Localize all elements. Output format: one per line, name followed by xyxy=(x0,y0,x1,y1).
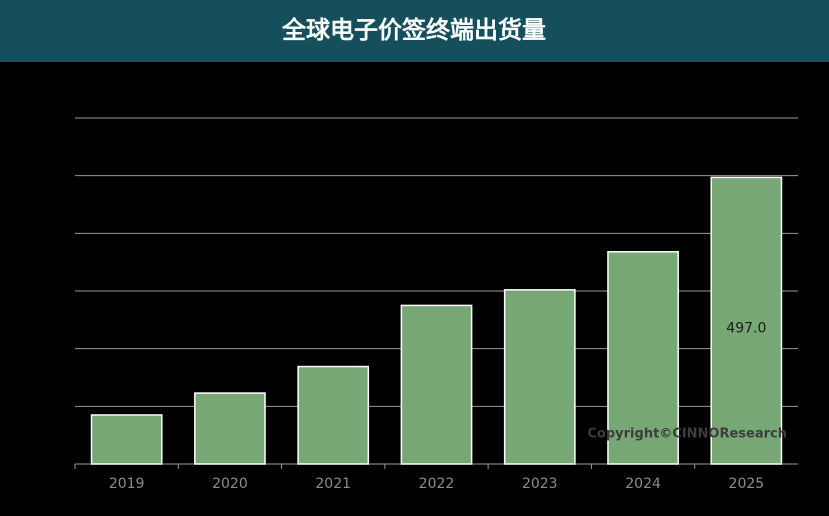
x-tick-label: 2019 xyxy=(109,476,145,492)
x-tick-label: 2025 xyxy=(729,476,765,492)
bar xyxy=(194,392,266,465)
bar xyxy=(90,414,163,465)
header-band xyxy=(0,0,829,62)
x-tick-label: 2021 xyxy=(315,476,351,492)
x-tick-label: 2024 xyxy=(625,476,661,492)
bar xyxy=(607,251,679,465)
bar xyxy=(297,365,370,465)
value-label: 497.0 xyxy=(726,321,766,337)
watermark: Copyright©CINNOResearch xyxy=(587,427,787,442)
bar xyxy=(710,176,783,465)
x-tick-label: 2023 xyxy=(522,476,558,492)
chart-title: 全球电子价签终端出货量 xyxy=(281,16,546,44)
bar xyxy=(503,289,576,465)
bar xyxy=(400,304,473,465)
x-tick-label: 2022 xyxy=(419,476,455,492)
x-tick-label: 2020 xyxy=(212,476,248,492)
